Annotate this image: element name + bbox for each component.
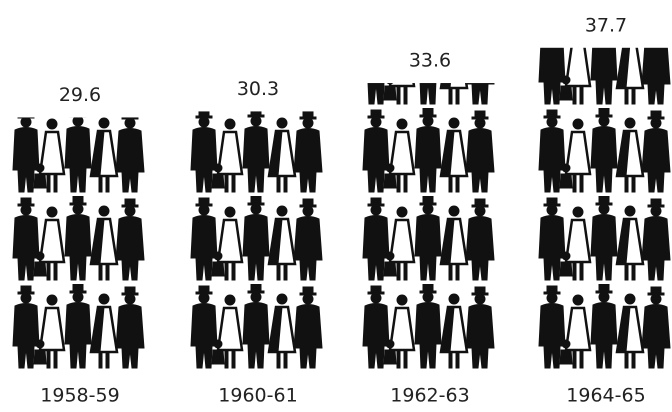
category-label: 1958-59 [40,385,119,407]
people-column [362,83,498,372]
column [12,117,148,372]
category-label: 1964-65 [566,385,645,407]
people-column [12,117,148,372]
value-label: 33.6 [409,50,451,72]
column [538,47,672,372]
people-column [538,47,672,372]
column [190,111,326,372]
value-label: 30.3 [237,78,279,100]
people-column [190,111,326,372]
category-label: 1962-63 [390,385,469,407]
value-label: 29.6 [59,84,101,106]
category-label: 1960-61 [218,385,297,407]
value-label: 37.7 [585,14,627,36]
column [362,83,498,372]
